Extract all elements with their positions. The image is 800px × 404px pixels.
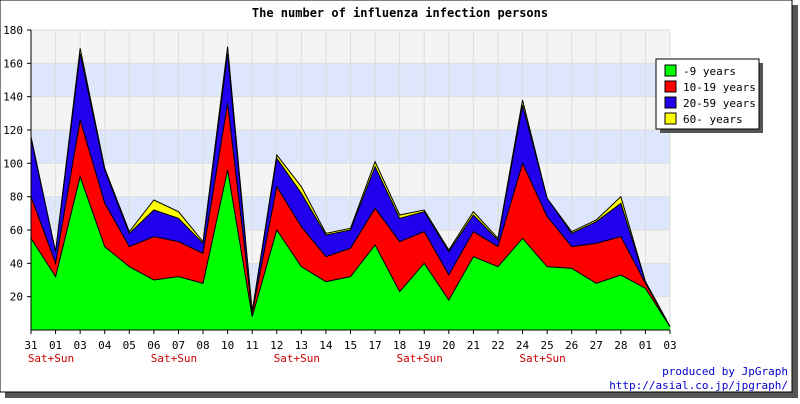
y-axis-tick-labels: 20 40 60 80 100 120 140 160 180	[3, 24, 31, 304]
y-tick-label: 20	[10, 291, 23, 304]
x-tick-label: 27	[590, 339, 603, 352]
x-tick-label: 03	[74, 339, 87, 352]
stacked-areas	[30, 46, 671, 331]
x-tick-label: 20	[442, 339, 455, 352]
legend-label: 60- years	[683, 113, 743, 126]
x-tick-label: 26	[565, 339, 578, 352]
y-tick-label: 140	[3, 91, 23, 104]
chart-title: The number of influenza infection person…	[252, 6, 548, 20]
legend-swatch	[664, 112, 677, 125]
credit-line-2: http://asial.co.jp/jpgraph/	[609, 379, 788, 392]
legend-swatch	[664, 96, 677, 109]
area-outline-0	[30, 169, 671, 327]
weekend-label: Sat+Sun	[396, 352, 442, 365]
legend-swatch	[664, 64, 677, 77]
x-tick-label: 22	[491, 339, 504, 352]
y-tick-label: 180	[3, 24, 23, 37]
weekend-label: Sat+Sun	[274, 352, 320, 365]
x-tick-label: 10	[221, 339, 234, 352]
y-tick-label: 40	[10, 257, 23, 270]
x-tick-label: 11	[246, 339, 259, 352]
legend: -9 years 10-19 years 20-59 years 60- years	[655, 58, 763, 133]
y-tick-label: 160	[3, 57, 23, 70]
x-tick-label: 01	[639, 339, 652, 352]
x-tick-label: 01	[49, 339, 62, 352]
x-tick-label: 18	[393, 339, 406, 352]
credit-line-1: produced by JpGraph	[662, 365, 788, 378]
x-tick-label: 06	[147, 339, 160, 352]
legend-label: 20-59 years	[683, 97, 756, 110]
y-tick-label: 60	[10, 224, 23, 237]
x-tick-label: 07	[172, 339, 185, 352]
x-tick-label: 21	[467, 339, 480, 352]
x-tick-label: 05	[123, 339, 136, 352]
y-tick-label: 120	[3, 124, 23, 137]
y-tick-label: 100	[3, 157, 23, 170]
y-tick-label: 80	[10, 191, 23, 204]
x-tick-label: 19	[418, 339, 431, 352]
x-tick-label: 14	[319, 339, 333, 352]
weekend-markers: Sat+Sun Sat+Sun Sat+Sun Sat+Sun Sat+Sun	[28, 352, 566, 365]
x-tick-label: 31	[24, 339, 37, 352]
x-tick-label: 15	[344, 339, 357, 352]
x-tick-label: 08	[196, 339, 209, 352]
weekend-label: Sat+Sun	[28, 352, 74, 365]
legend-label: -9 years	[683, 65, 736, 78]
area-series-0	[31, 170, 670, 330]
x-tick-label: 17	[368, 339, 381, 352]
x-tick-label: 24	[516, 339, 530, 352]
x-tick-label: 04	[98, 339, 112, 352]
area-outline-2	[30, 53, 671, 327]
x-tick-label: 03	[663, 339, 676, 352]
x-tick-label: 12	[270, 339, 283, 352]
area-outline-1	[30, 103, 671, 327]
area-outline-3	[30, 46, 671, 327]
x-tick-label: 28	[614, 339, 627, 352]
legend-swatch	[664, 80, 677, 93]
x-tick-label: 13	[295, 339, 308, 352]
x-tick-label: 25	[540, 339, 553, 352]
weekend-label: Sat+Sun	[519, 352, 565, 365]
x-axis-tick-labels: 31 01 03 04 05 06 07 08 10 11 12 13 14 15 17 18 19 20 21 22…	[24, 330, 677, 352]
weekend-label: Sat+Sun	[151, 352, 197, 365]
legend-label: 10-19 years	[683, 81, 756, 94]
